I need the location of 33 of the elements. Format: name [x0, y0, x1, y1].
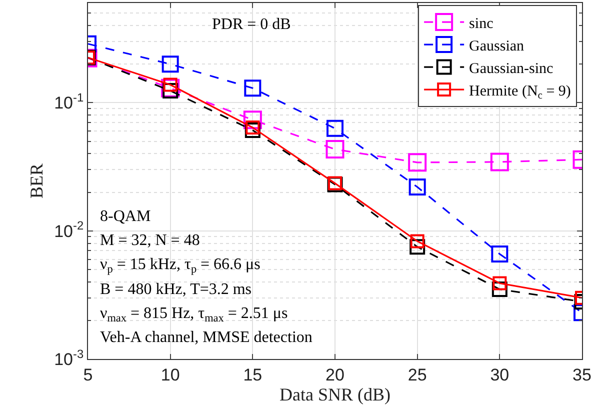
- point: [410, 234, 424, 248]
- y-tick-label: 10$^{-2}$: [54, 218, 84, 241]
- x-tick-label: 15: [243, 365, 262, 384]
- x-tick-label: 20: [326, 365, 344, 384]
- x-tick-label: 10: [160, 365, 180, 384]
- point: [246, 120, 260, 135]
- x-tick-label: 5: [83, 365, 93, 384]
- point: [244, 122, 260, 138]
- annotation: ν$_{p}$ = 15 kHz, τ$_{p}$ = 66.6 μs: [100, 256, 260, 276]
- legend-label: Hermite (N$_{c}$ = 9): [469, 83, 571, 102]
- x-axis-title: Data SNR (dB): [280, 384, 390, 404]
- point: [326, 120, 344, 137]
- x-tick-label: 25: [408, 365, 427, 384]
- annotation: Veh-A channel, MMSE detection: [100, 329, 312, 346]
- y-tick-label: 10$^{-1}$: [54, 90, 84, 113]
- legend-label: Gaussian: [469, 38, 525, 54]
- annotation: ν$_{max}$ = 815 Hz, τ$_{max}$ = 2.51 μs: [100, 305, 288, 324]
- legend-label: sinc: [469, 16, 494, 32]
- x-tick-label: 35: [572, 365, 592, 384]
- point: [243, 110, 262, 130]
- annotation: 8-QAM: [100, 208, 151, 225]
- y-tick-label: 10$^{-3}$: [54, 346, 84, 369]
- point: [244, 80, 262, 97]
- point: [408, 153, 427, 172]
- point: [410, 239, 426, 255]
- point: [408, 178, 426, 196]
- point: [326, 140, 344, 159]
- annotation: B = 480 kHz, T=3.2 ms: [100, 281, 252, 298]
- legend-label: Gaussian-sinc: [469, 60, 554, 77]
- annotation: M = 32, N = 48: [100, 232, 200, 249]
- x-tick-label: 30: [490, 365, 510, 384]
- annotation: PDR = 0 dB: [212, 16, 291, 33]
- y-axis-title: BER: [26, 163, 46, 199]
